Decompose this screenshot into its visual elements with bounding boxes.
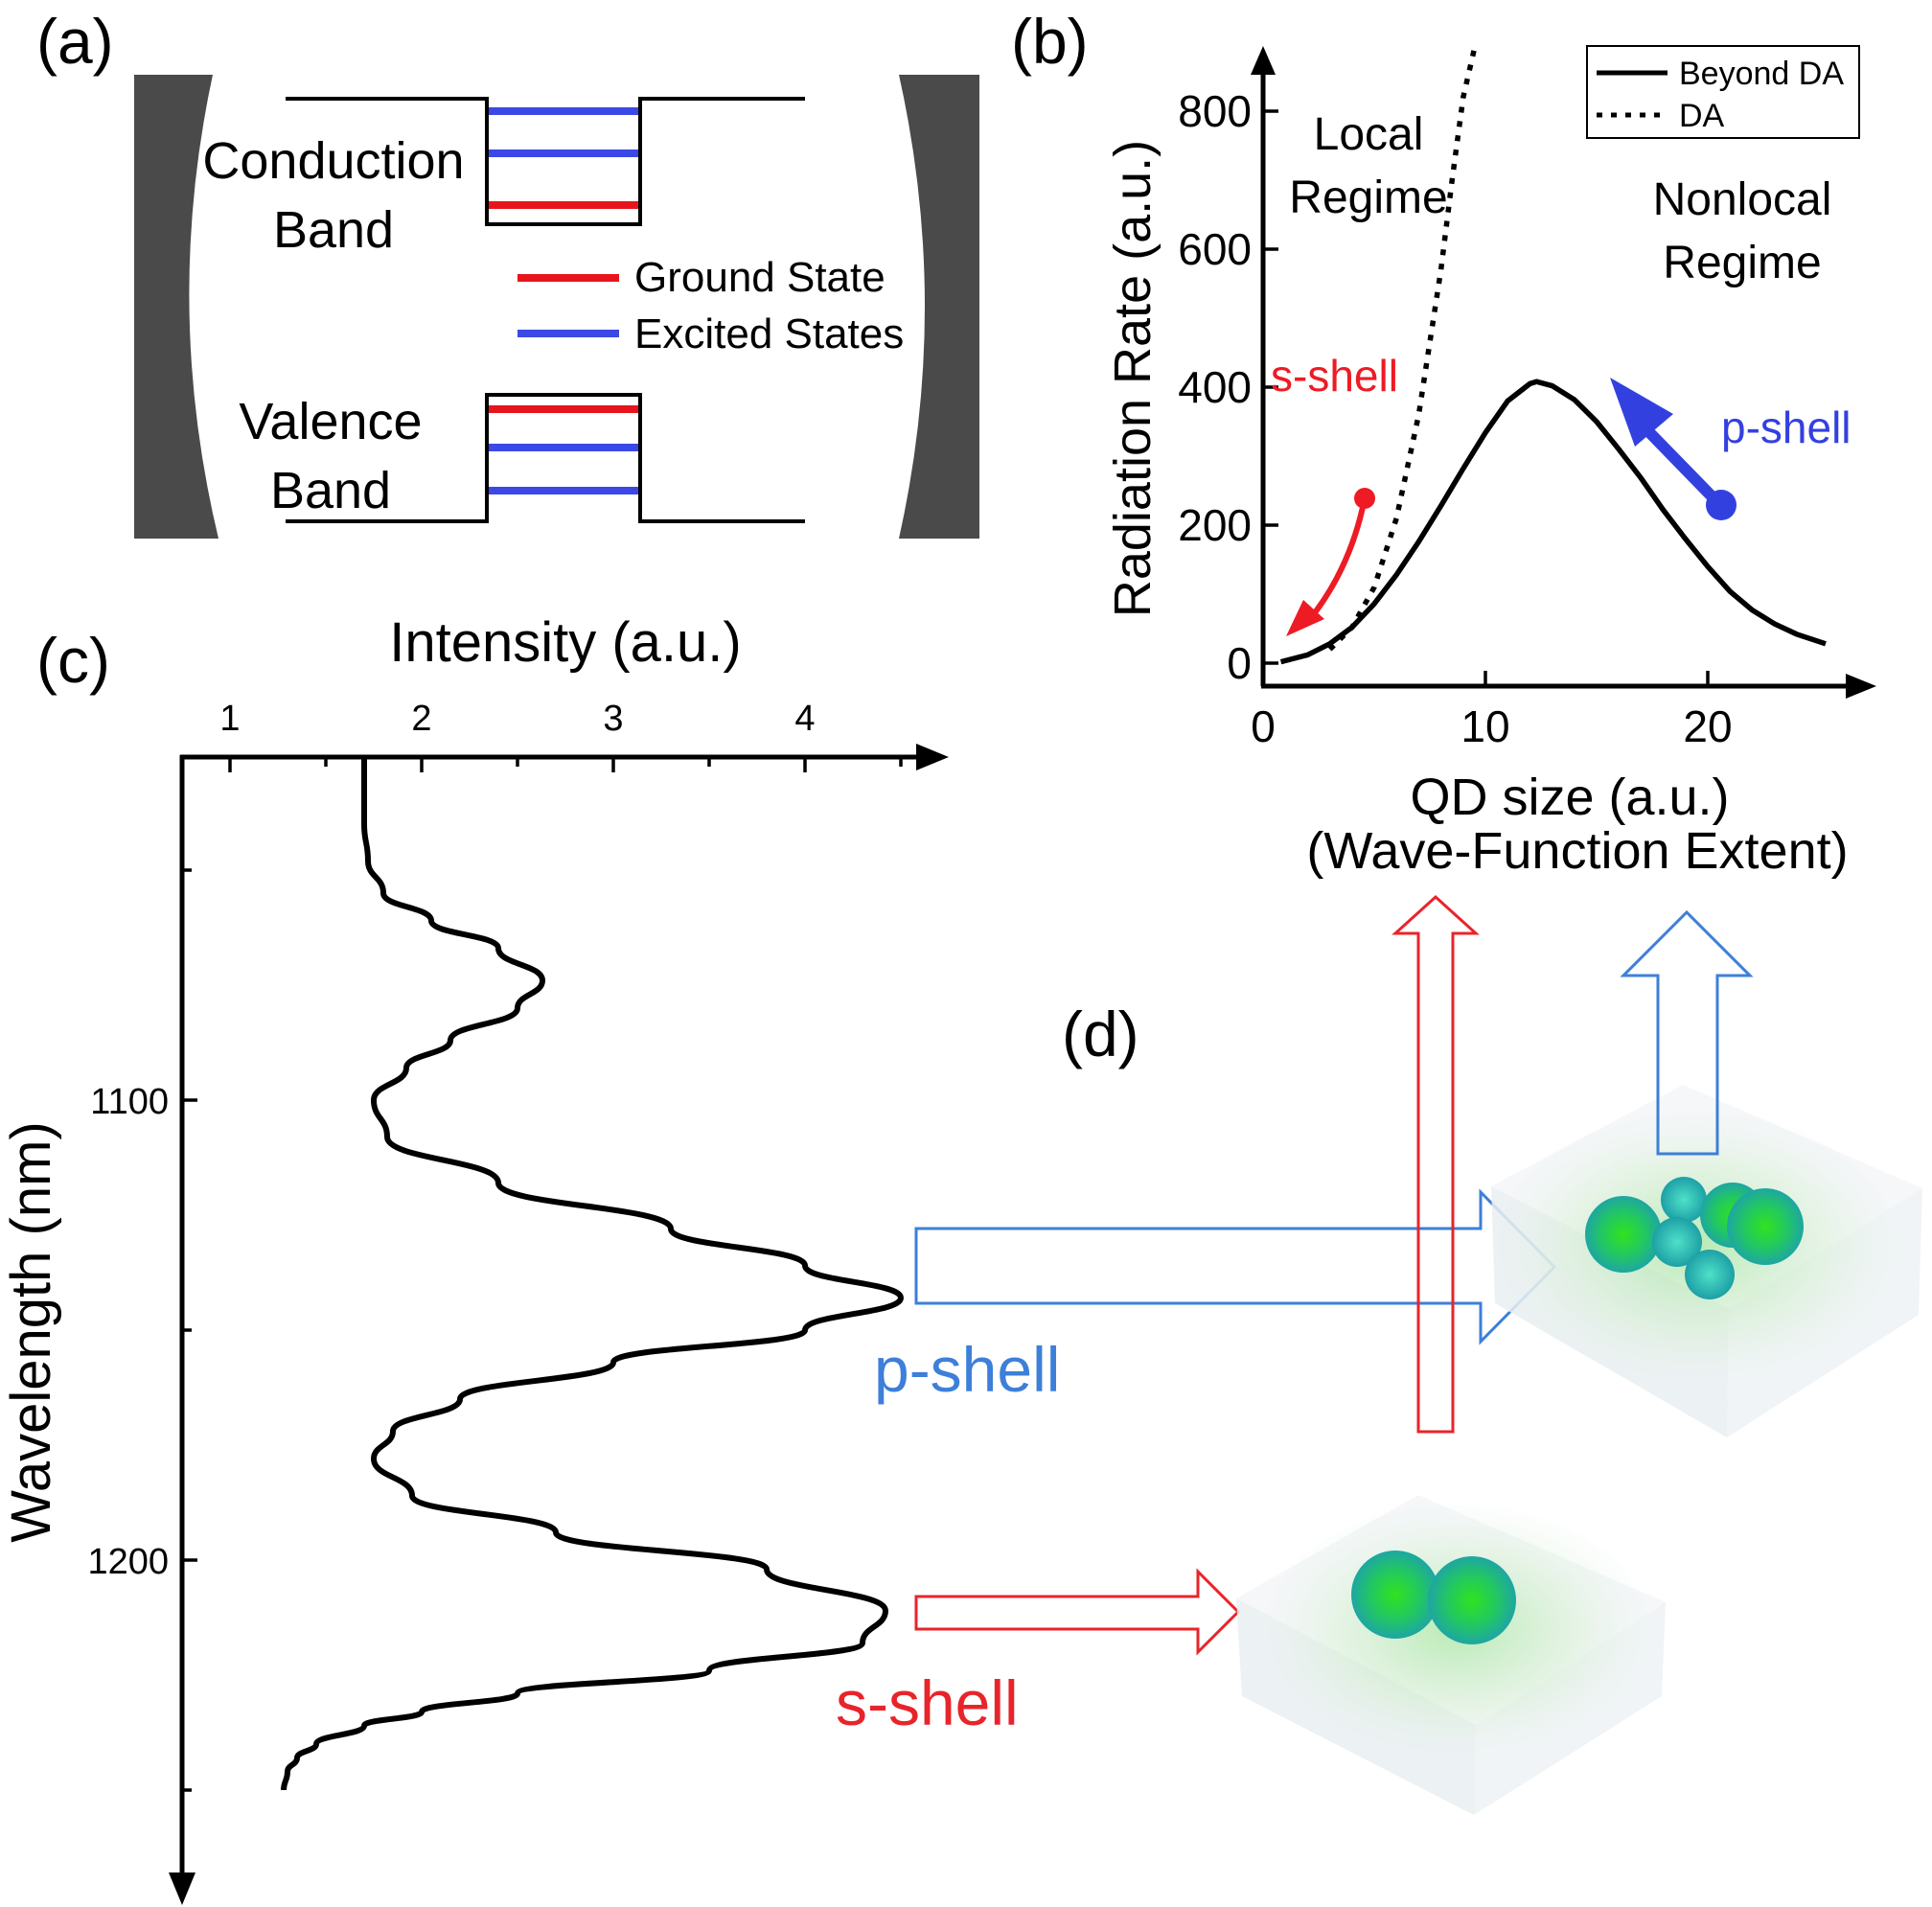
b-legend-beyond-text: Beyond DA	[1679, 56, 1844, 92]
b-y-tick-label-2: 400	[1178, 362, 1252, 412]
b-x-tick-label-2: 20	[1683, 701, 1732, 751]
qd-dot-p-2	[1661, 1177, 1707, 1223]
qd-dot-s-2	[1428, 1556, 1516, 1644]
qd-dot-p-6	[1685, 1250, 1735, 1299]
b-x-tick-label-1: 10	[1460, 701, 1509, 751]
c-x-tick-label-0: 1	[219, 699, 240, 739]
qd-dot-p-1	[1585, 1196, 1662, 1273]
panel-c: (c) Intensity (a.u.) Wavelength (nm) 1 2 3…	[0, 611, 1557, 1905]
b-y-tick-label-0: 0	[1227, 638, 1252, 688]
qd-dot-p-3	[1652, 1217, 1702, 1267]
panel-a: (a) Conduction Band Valence Band Ground …	[36, 6, 979, 539]
c-ticks: 1 2 3 4 1100 1200	[87, 699, 903, 1792]
c-y-tick-label-0: 1100	[90, 1082, 169, 1122]
c-y-axis-arrow	[169, 1873, 196, 1905]
local-regime-line1: Local	[1314, 109, 1424, 160]
local-regime-line2: Regime	[1289, 172, 1447, 223]
d-s-shell-up-arrow	[1392, 894, 1480, 1434]
panel-d-label: (d)	[1062, 999, 1139, 1069]
b-x-axis-title-line2: (Wave-Function Extent)	[1306, 822, 1848, 880]
qd-dot-s-1	[1351, 1551, 1439, 1639]
left-mirror	[134, 75, 218, 539]
b-p-shell-dot	[1706, 490, 1736, 520]
b-p-shell-arrow	[1642, 425, 1724, 509]
c-spectrum-line	[281, 754, 905, 1791]
legend-excited-text: Excited States	[634, 310, 904, 357]
conduction-band-label-line2: Band	[273, 201, 394, 259]
b-x-axis-arrow	[1846, 674, 1876, 699]
c-x-axis-title: Intensity (a.u.)	[389, 611, 741, 674]
b-s-shell-label: s-shell	[1271, 351, 1398, 401]
b-y-axis-title: Radiation Rate (a.u.)	[1104, 140, 1162, 617]
c-x-tick-label-3: 4	[794, 699, 815, 739]
b-series-da-line	[1327, 48, 1478, 652]
c-x-tick-label-1: 2	[411, 699, 431, 739]
b-s-shell-arrowhead	[1286, 600, 1324, 636]
qd-dot-p-5	[1727, 1188, 1804, 1265]
d-p-shell-up-arrow	[1620, 909, 1754, 1156]
b-x-axis-title-line1: QD size (a.u.)	[1410, 769, 1729, 826]
b-y-axis-arrow	[1251, 46, 1276, 75]
b-legend-da-text: DA	[1679, 98, 1725, 134]
panel-c-label: (c)	[36, 625, 110, 696]
b-y-tick-label-3: 600	[1178, 224, 1252, 274]
c-p-shell-label: p-shell	[874, 1334, 1060, 1405]
right-mirror	[899, 75, 979, 539]
legend-ground-text: Ground State	[634, 254, 886, 301]
b-ticks: 0 200 400 600 800 0 10 20	[1178, 86, 1732, 751]
b-legend-box	[1586, 45, 1860, 139]
b-s-shell-arrow	[1310, 497, 1368, 617]
b-x-tick-label-0: 0	[1251, 701, 1276, 751]
b-series-beyond-da-line	[1279, 379, 1827, 665]
valence-band-edge	[286, 393, 805, 523]
c-y-axis-title: Wavelength (nm)	[0, 1121, 62, 1542]
b-y-tick-label-4: 800	[1178, 86, 1252, 136]
valence-band-label-line2: Band	[270, 462, 391, 519]
c-p-shell-arrow	[914, 1188, 1557, 1345]
qd-slab-upper	[1491, 1085, 1922, 1437]
conduction-band-edge	[286, 97, 805, 226]
panel-d: (d)	[1062, 894, 1922, 1815]
b-p-shell-arrowhead	[1610, 378, 1673, 447]
panel-a-label: (a)	[36, 6, 114, 77]
c-y-tick-label-1: 1200	[87, 1542, 169, 1582]
b-s-shell-dot	[1354, 488, 1375, 509]
c-s-shell-label: s-shell	[836, 1667, 1019, 1738]
nonlocal-regime-line2: Regime	[1663, 238, 1821, 288]
conduction-band-label-line1: Conduction	[202, 132, 464, 190]
nonlocal-regime-line1: Nonlocal	[1653, 174, 1832, 225]
c-s-shell-arrow	[914, 1568, 1241, 1656]
b-y-tick-label-1: 200	[1178, 500, 1252, 550]
qd-slab-lower	[1236, 1495, 1666, 1815]
b-p-shell-label: p-shell	[1721, 402, 1852, 452]
valence-band-label-line1: Valence	[239, 393, 422, 450]
panel-b-label: (b)	[1011, 6, 1089, 77]
c-x-axis-arrow	[916, 744, 949, 770]
panel-b: (b) 0 200 400 600 800 0 10 20 Radiation Rate (a…	[1011, 6, 1876, 880]
c-x-tick-label-2: 3	[603, 699, 623, 739]
